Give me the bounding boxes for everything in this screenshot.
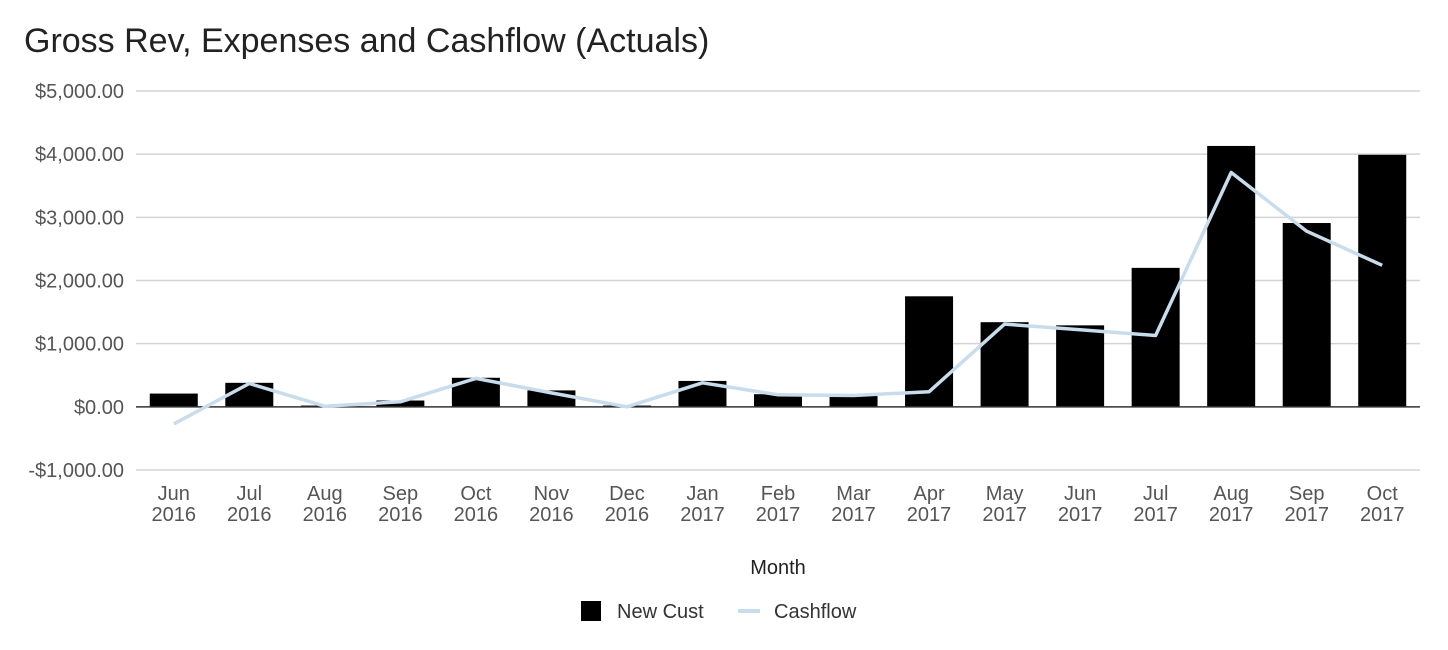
- x-tick-label: Jan 2017: [680, 483, 725, 526]
- x-tick-label: May 2017: [982, 483, 1027, 526]
- x-tick-label: Oct 2017: [1360, 483, 1405, 526]
- x-tick-label: Aug 2016: [303, 483, 348, 526]
- bar-series: [149, 145, 1407, 407]
- x-axis-title: Month: [750, 557, 806, 579]
- legend-label-new-cust: New Cust: [617, 601, 704, 623]
- bar: [980, 322, 1029, 407]
- bar: [376, 400, 425, 407]
- grid-layer: [136, 90, 1420, 471]
- x-tick-label: Jul 2016: [227, 483, 272, 526]
- y-tick-label: $4,000.00: [35, 144, 124, 166]
- x-tick-label: Sep 2017: [1284, 483, 1329, 526]
- bar: [1207, 145, 1256, 407]
- bar: [149, 393, 198, 407]
- x-tick-label: Sep 2016: [378, 483, 423, 526]
- x-tick-label: Feb 2017: [756, 483, 801, 526]
- y-tick-label: $2,000.00: [35, 271, 124, 293]
- x-tick-label: Oct 2016: [454, 483, 499, 526]
- bar: [1056, 325, 1105, 407]
- x-tick-label: Aug 2017: [1209, 483, 1254, 526]
- bar: [225, 382, 274, 407]
- x-tick-label: Jun 2016: [152, 483, 197, 526]
- bar: [1358, 154, 1407, 407]
- bar: [829, 394, 878, 407]
- legend-label-cashflow: Cashflow: [774, 601, 857, 623]
- y-tick-label: $0.00: [74, 397, 124, 419]
- y-tick-label: $1,000.00: [35, 334, 124, 356]
- legend-swatch-new-cust: [581, 601, 601, 621]
- x-tick-label: Jun 2017: [1058, 483, 1103, 526]
- bar: [1131, 267, 1180, 407]
- legend: New Cust Cashflow: [581, 601, 857, 623]
- x-tick-label: Jul 2017: [1133, 483, 1178, 526]
- x-tick-label: Apr 2017: [907, 483, 952, 526]
- cashflow-line: [172, 170, 1383, 426]
- y-tick-label: $3,000.00: [35, 207, 124, 229]
- y-tick-label: $5,000.00: [35, 81, 124, 103]
- y-axis-ticks: $5,000.00 $4,000.00 $3,000.00 $2,000.00 $1,0…: [28, 81, 124, 482]
- x-tick-label: Nov 2016: [529, 483, 574, 526]
- x-tick-label: Dec 2016: [605, 483, 650, 526]
- x-axis-ticks: Jun 2016 Jul 2016 Aug 2016 Sep 2016 Oct 2016 Nov 20…: [152, 483, 1405, 526]
- bar: [1282, 223, 1331, 407]
- bar: [754, 394, 802, 407]
- x-tick-label: Mar 2017: [831, 483, 876, 526]
- y-tick-label: -$1,000.00: [28, 460, 124, 482]
- chart-title: Gross Rev, Expenses and Cashflow (Actual…: [24, 22, 709, 60]
- bar: [905, 296, 954, 407]
- line-series: [172, 170, 1383, 426]
